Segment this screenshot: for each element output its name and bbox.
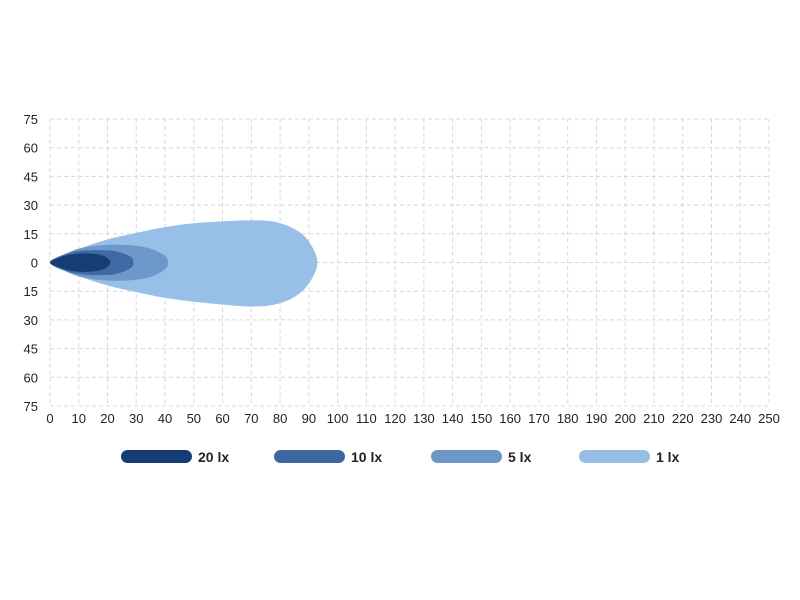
y-tick-label: 15 — [24, 227, 38, 242]
x-tick-label: 220 — [672, 411, 694, 426]
y-tick-label: 45 — [24, 342, 38, 357]
legend-label: 20 lx — [198, 449, 229, 465]
x-tick-label: 200 — [614, 411, 636, 426]
x-tick-label: 140 — [442, 411, 464, 426]
x-axis-ticks: 0 10 20 30 40 50 60 70 80 90 100 110 120 130 140 150 160… — [46, 411, 779, 426]
legend-label: 10 lx — [351, 449, 382, 465]
y-tick-label: 30 — [24, 313, 38, 328]
x-tick-label: 150 — [471, 411, 493, 426]
x-tick-label: 210 — [643, 411, 665, 426]
y-tick-label: 0 — [31, 256, 38, 271]
legend-swatch — [121, 450, 192, 463]
isolux-areas — [50, 220, 318, 307]
x-tick-label: 130 — [413, 411, 435, 426]
y-tick-label: 75 — [24, 112, 38, 127]
x-tick-label: 180 — [557, 411, 579, 426]
x-tick-label: 50 — [187, 411, 201, 426]
legend-label: 5 lx — [508, 449, 532, 465]
x-tick-label: 80 — [273, 411, 287, 426]
x-tick-label: 100 — [327, 411, 349, 426]
x-tick-label: 120 — [384, 411, 406, 426]
x-tick-label: 160 — [499, 411, 521, 426]
legend-swatch — [431, 450, 502, 463]
x-tick-label: 30 — [129, 411, 143, 426]
x-tick-label: 20 — [100, 411, 114, 426]
x-tick-label: 190 — [586, 411, 608, 426]
x-tick-label: 10 — [72, 411, 86, 426]
y-axis-ticks: 75 60 45 30 15 0 15 30 45 60 75 — [24, 112, 38, 414]
legend-swatch — [579, 450, 650, 463]
x-tick-label: 70 — [244, 411, 258, 426]
y-tick-label: 60 — [24, 141, 38, 156]
x-tick-label: 0 — [46, 411, 53, 426]
legend: 20 lx 10 lx 5 lx 1 lx — [121, 449, 680, 465]
x-tick-label: 90 — [302, 411, 316, 426]
x-tick-label: 230 — [701, 411, 723, 426]
y-tick-label: 30 — [24, 198, 38, 213]
isolux-area-20lx — [50, 253, 111, 272]
legend-label: 1 lx — [656, 449, 680, 465]
grid — [49, 118, 770, 407]
x-tick-label: 170 — [528, 411, 550, 426]
x-tick-label: 250 — [758, 411, 780, 426]
y-tick-label: 75 — [24, 399, 38, 414]
x-tick-label: 240 — [729, 411, 751, 426]
x-tick-label: 60 — [215, 411, 229, 426]
x-tick-label: 40 — [158, 411, 172, 426]
y-tick-label: 60 — [24, 370, 38, 385]
legend-swatch — [274, 450, 345, 463]
y-tick-label: 45 — [24, 169, 38, 184]
x-tick-label: 110 — [356, 411, 377, 426]
y-tick-label: 15 — [24, 284, 38, 299]
isolux-area-1lx — [50, 220, 318, 307]
